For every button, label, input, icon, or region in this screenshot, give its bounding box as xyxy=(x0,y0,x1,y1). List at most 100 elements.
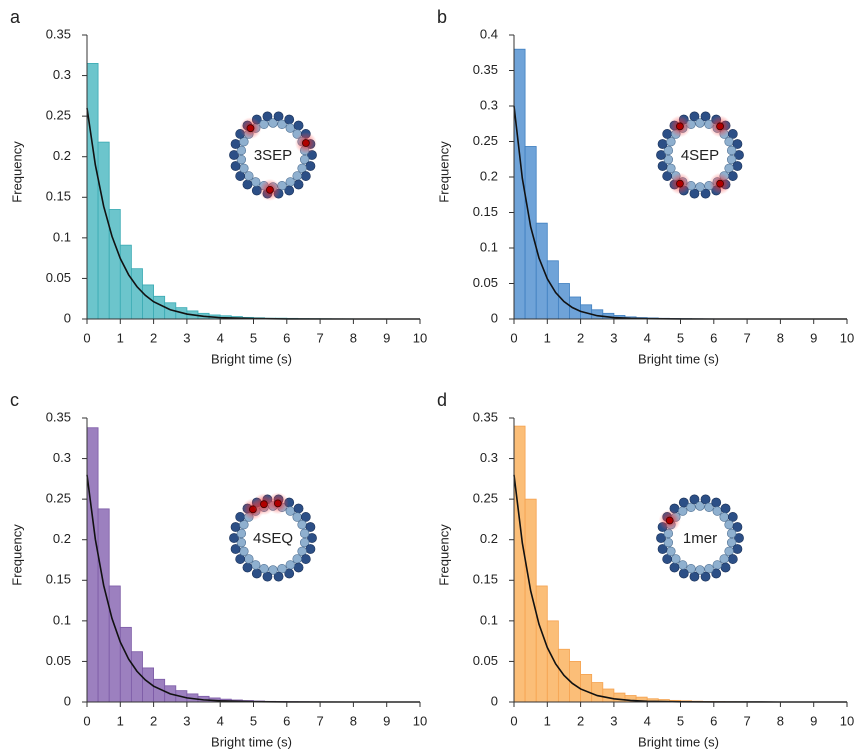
x-tick-label: 1 xyxy=(117,713,124,728)
ring-outer xyxy=(657,161,668,171)
x-tick-label: 5 xyxy=(250,713,257,728)
ring-outer xyxy=(229,533,239,543)
y-tick-label: 0.35 xyxy=(46,26,71,41)
ring-inner xyxy=(695,182,705,192)
ring-inner xyxy=(285,177,296,187)
spot xyxy=(716,179,724,188)
ring-inner xyxy=(712,560,723,570)
ring-outer xyxy=(305,522,316,532)
bar xyxy=(524,146,537,320)
ring-outer xyxy=(727,129,738,139)
inset-label: 4SEP xyxy=(681,147,719,164)
ring-outer xyxy=(242,562,253,573)
ring-inner xyxy=(277,564,287,574)
ring-inner xyxy=(671,554,681,564)
ring-outer xyxy=(732,522,743,532)
x-tick-label: 0 xyxy=(83,713,90,728)
bar xyxy=(97,508,110,703)
ring-inner xyxy=(704,564,714,574)
ring-outer xyxy=(711,497,722,508)
ring-outer xyxy=(307,533,317,543)
y-tick-label: 0.15 xyxy=(473,572,498,587)
bar xyxy=(86,63,99,320)
ring-inner xyxy=(666,163,676,173)
x-axis-label: Bright time (s) xyxy=(638,734,719,749)
ring-inner xyxy=(719,512,729,522)
spot xyxy=(676,179,684,188)
y-tick-label: 0.4 xyxy=(480,26,498,41)
ring-inner xyxy=(297,546,307,556)
spot xyxy=(665,516,674,525)
x-tick-label: 8 xyxy=(777,713,784,728)
bar xyxy=(153,295,166,320)
ring-inner xyxy=(695,501,705,511)
x-tick-label: 7 xyxy=(743,713,750,728)
x-tick-label: 0 xyxy=(510,713,517,728)
x-tick-label: 2 xyxy=(150,713,157,728)
ring-outer xyxy=(657,139,668,149)
y-tick-label: 0 xyxy=(64,693,71,708)
ring-outer xyxy=(732,139,743,149)
ring-inner xyxy=(726,145,737,156)
y-tick-label: 0.3 xyxy=(480,97,498,112)
ring-inner xyxy=(299,537,310,548)
bar xyxy=(108,209,121,320)
ring-outer xyxy=(293,120,304,131)
ring-outer xyxy=(700,494,711,505)
x-tick-label: 9 xyxy=(383,713,390,728)
y-tick-label: 0 xyxy=(491,693,498,708)
y-tick-label: 0.15 xyxy=(46,189,71,204)
x-tick-label: 2 xyxy=(577,713,584,728)
ring-inner xyxy=(719,554,729,564)
x-tick-label: 10 xyxy=(413,330,427,345)
ring-outer xyxy=(678,568,689,579)
x-tick-label: 5 xyxy=(677,713,684,728)
ring-outer xyxy=(656,533,666,543)
ring-outer xyxy=(284,185,295,196)
ring-outer xyxy=(727,554,738,564)
x-tick-label: 7 xyxy=(743,330,750,345)
ring-outer xyxy=(273,571,284,582)
x-tick-label: 1 xyxy=(117,330,124,345)
bar xyxy=(580,674,593,703)
x-tick-label: 3 xyxy=(183,330,190,345)
ring-outer xyxy=(230,522,241,532)
ring-outer xyxy=(300,512,311,522)
inset-label: 4SEQ xyxy=(253,530,293,547)
y-tick-label: 0.2 xyxy=(53,148,71,163)
ring-outer xyxy=(669,562,680,573)
y-axis-label: Frequency xyxy=(436,524,451,586)
y-tick-label: 0 xyxy=(491,310,498,325)
bar xyxy=(86,427,99,703)
ring-inner xyxy=(268,565,278,575)
x-tick-label: 9 xyxy=(810,330,817,345)
y-axis-label: Frequency xyxy=(436,141,451,203)
y-tick-label: 0.25 xyxy=(46,108,71,123)
ring-inner xyxy=(268,118,278,128)
ring-inner xyxy=(239,137,249,147)
y-tick-label: 0.25 xyxy=(46,491,71,506)
ring-inner xyxy=(726,528,737,539)
x-tick-label: 1 xyxy=(544,330,551,345)
ring-outer xyxy=(300,554,311,564)
ring-inner xyxy=(285,560,296,570)
ring-outer xyxy=(732,544,743,554)
ring-inner xyxy=(686,564,696,574)
bar xyxy=(591,682,604,703)
y-tick-label: 0.15 xyxy=(473,204,498,219)
ring-outer xyxy=(657,544,668,554)
ring-inner xyxy=(236,537,247,548)
ring-outer xyxy=(300,171,311,181)
bar xyxy=(130,268,143,320)
ring-inner xyxy=(239,163,249,173)
ring-outer xyxy=(689,571,700,582)
y-tick-label: 0.3 xyxy=(53,67,71,82)
bar xyxy=(613,692,626,703)
ring-inner xyxy=(663,154,674,165)
x-tick-label: 3 xyxy=(610,713,617,728)
x-tick-label: 8 xyxy=(350,713,357,728)
ring-outer xyxy=(700,571,711,582)
x-tick-label: 5 xyxy=(677,330,684,345)
ring-inner xyxy=(236,154,247,165)
